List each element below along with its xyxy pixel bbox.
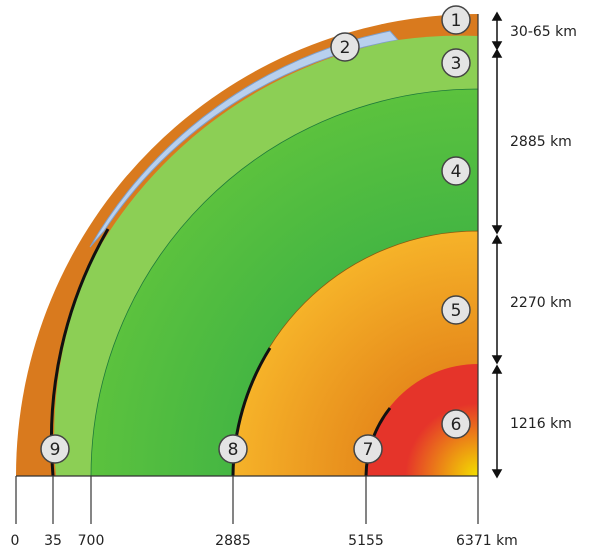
badge-6: 6	[441, 409, 471, 439]
svg-text:8: 8	[228, 440, 239, 460]
svg-text:7: 7	[363, 440, 374, 460]
badge-3: 3	[441, 48, 471, 78]
axis-tick-5155: 5155	[348, 533, 384, 549]
axis-ticks	[15, 476, 479, 524]
thickness-label-mantle: 2885 km	[510, 134, 572, 150]
ocean-layer	[89, 30, 399, 248]
svg-text:6: 6	[451, 415, 462, 435]
badge-7: 7	[353, 434, 383, 464]
svg-text:2: 2	[340, 38, 351, 58]
thickness-label-inner-core: 1216 km	[510, 416, 572, 432]
dimension-arrows	[491, 11, 503, 479]
thickness-label-crust: 30-65 km	[510, 24, 577, 40]
svg-text:5: 5	[451, 301, 462, 321]
badge-4: 4	[441, 156, 471, 186]
svg-text:3: 3	[451, 54, 462, 74]
axis-tick-700: 700	[78, 533, 105, 549]
badge-8: 8	[218, 434, 248, 464]
svg-text:1: 1	[451, 11, 462, 31]
thickness-label-outer-core: 2270 km	[510, 295, 572, 311]
axis-tick-0: 0	[11, 533, 20, 549]
svg-text:9: 9	[50, 440, 61, 460]
axis-tick-6371: 6371 km	[456, 533, 518, 549]
axis-tick-2885: 2885	[215, 533, 251, 549]
badge-2: 2	[330, 32, 360, 62]
badge-1: 1	[441, 5, 471, 35]
inner-core-layer	[366, 364, 478, 476]
badge-5: 5	[441, 295, 471, 325]
axis-tick-35: 35	[44, 533, 62, 549]
badge-9: 9	[40, 434, 70, 464]
svg-text:4: 4	[451, 162, 462, 182]
